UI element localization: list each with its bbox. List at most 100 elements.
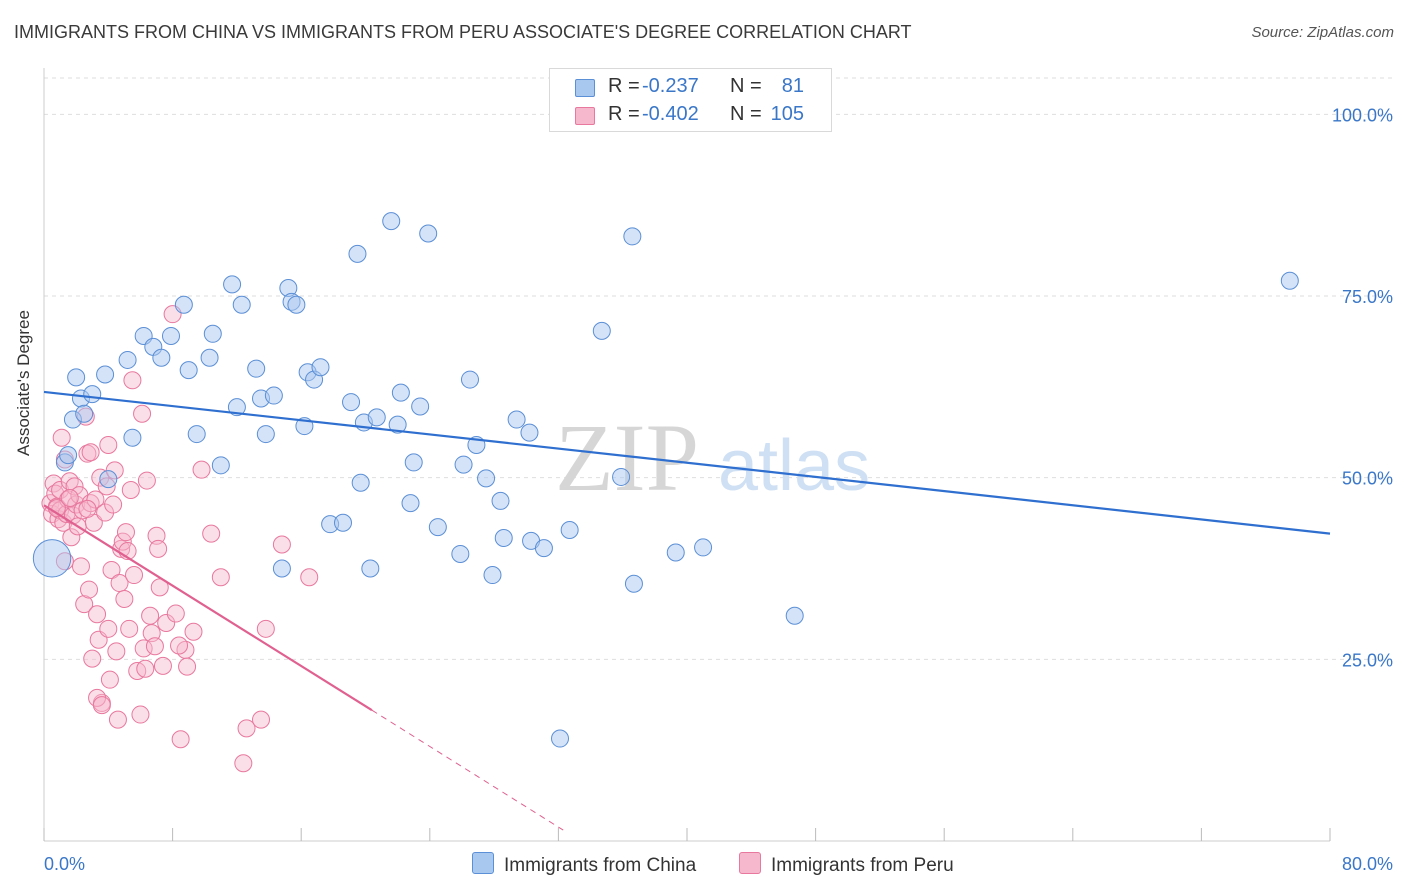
watermark: ZIP atlas bbox=[555, 404, 870, 511]
peru-swatch bbox=[575, 107, 595, 125]
china-point bbox=[551, 729, 570, 748]
peru-point bbox=[116, 523, 135, 542]
peru-n-label: N = bbox=[730, 103, 762, 125]
china-point bbox=[507, 410, 526, 429]
china-swatch bbox=[575, 79, 595, 97]
x-tick-label-max: 80.0% bbox=[1342, 854, 1393, 874]
peru-point bbox=[108, 710, 127, 729]
peru-point bbox=[137, 471, 156, 490]
china-point bbox=[454, 455, 473, 474]
peru-point bbox=[78, 499, 97, 518]
china-point bbox=[361, 559, 380, 578]
china-point bbox=[200, 348, 219, 367]
y-tick-label: 25.0% bbox=[1342, 650, 1393, 670]
china-n-label: N = bbox=[730, 75, 762, 97]
china-point bbox=[227, 398, 246, 417]
china-point bbox=[382, 212, 401, 231]
peru-point bbox=[133, 404, 152, 423]
peru-point bbox=[272, 535, 291, 554]
china-point bbox=[32, 539, 72, 578]
china-point bbox=[624, 574, 643, 593]
peru-point bbox=[136, 659, 155, 678]
peru-point bbox=[62, 528, 81, 547]
peru-point bbox=[81, 443, 100, 462]
peru-point bbox=[99, 619, 118, 638]
bottom-china-label: Immigrants from China bbox=[504, 855, 697, 876]
peru-point bbox=[178, 657, 197, 676]
china-point bbox=[534, 539, 553, 558]
bottom-china-swatch bbox=[472, 852, 494, 874]
china-point bbox=[203, 324, 222, 343]
china-point bbox=[211, 456, 230, 475]
china-point bbox=[404, 453, 423, 472]
china-points bbox=[32, 212, 1299, 748]
china-point bbox=[152, 348, 171, 367]
china-point bbox=[247, 359, 266, 378]
peru-point bbox=[184, 622, 203, 641]
peru-point bbox=[88, 605, 107, 624]
china-point bbox=[460, 370, 479, 389]
peru-point bbox=[99, 435, 118, 454]
axis-layer bbox=[43, 68, 1331, 842]
china-point bbox=[333, 513, 352, 532]
china-point bbox=[264, 386, 283, 405]
peru-point bbox=[237, 719, 256, 738]
china-point bbox=[351, 473, 370, 492]
china-point bbox=[187, 425, 206, 444]
china-point bbox=[59, 446, 78, 465]
peru-point bbox=[80, 580, 99, 599]
china-point bbox=[612, 467, 631, 486]
peru-point bbox=[202, 524, 221, 543]
peru-point bbox=[121, 481, 140, 500]
peru-points bbox=[41, 305, 319, 773]
china-point bbox=[623, 227, 642, 246]
tick-labels: 25.0% 50.0% 75.0% 100.0% 0.0% 80.0% bbox=[44, 105, 1393, 874]
china-point bbox=[232, 295, 251, 314]
peru-point bbox=[141, 606, 160, 625]
peru-n-value: 105 bbox=[770, 103, 804, 125]
bottom-legend-peru: Immigrants from Peru bbox=[739, 852, 954, 877]
legend-row-peru: R = -0.402 N = 105 bbox=[550, 101, 831, 129]
peru-point bbox=[83, 649, 102, 668]
bottom-peru-label: Immigrants from Peru bbox=[771, 855, 954, 876]
peru-point bbox=[81, 494, 100, 513]
bottom-peru-swatch bbox=[739, 852, 761, 874]
chart-title: IMMIGRANTS FROM CHINA VS IMMIGRANTS FROM… bbox=[14, 22, 912, 42]
peru-point bbox=[145, 637, 164, 656]
peru-point bbox=[102, 560, 121, 579]
y-tick-label: 75.0% bbox=[1342, 287, 1393, 307]
china-point bbox=[256, 425, 275, 444]
peru-point bbox=[75, 595, 94, 614]
china-point bbox=[491, 491, 510, 510]
grid-layer bbox=[44, 77, 1392, 660]
peru-point bbox=[256, 619, 275, 638]
peru-point bbox=[107, 642, 126, 661]
peru-point bbox=[71, 557, 90, 576]
china-point bbox=[311, 358, 330, 377]
peru-point bbox=[113, 532, 132, 551]
china-point bbox=[118, 350, 137, 369]
peru-point bbox=[147, 526, 166, 545]
peru-point bbox=[252, 710, 271, 729]
china-point bbox=[348, 244, 367, 263]
x-tick-label-min: 0.0% bbox=[44, 854, 85, 874]
peru-point bbox=[120, 619, 139, 638]
peru-point bbox=[153, 656, 172, 675]
china-point bbox=[560, 520, 579, 539]
peru-point bbox=[92, 696, 111, 715]
peru-point bbox=[300, 568, 319, 587]
peru-point bbox=[125, 566, 144, 585]
peru-point bbox=[60, 489, 79, 508]
peru-point bbox=[104, 495, 123, 514]
peru-point bbox=[157, 614, 176, 632]
china-point bbox=[342, 393, 361, 412]
peru-point bbox=[100, 670, 119, 689]
peru-point bbox=[234, 754, 253, 773]
china-point bbox=[666, 543, 685, 562]
china-point bbox=[483, 566, 502, 585]
peru-point bbox=[65, 477, 84, 496]
china-point bbox=[67, 368, 86, 387]
china-point bbox=[401, 494, 420, 513]
china-point bbox=[411, 397, 430, 416]
